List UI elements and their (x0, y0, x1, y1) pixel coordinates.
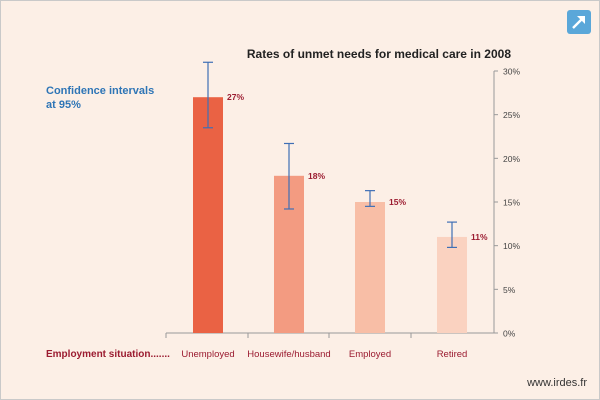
annotation-line: at 95% (46, 99, 81, 111)
data-label: 27% (227, 92, 244, 102)
chart-title: Rates of unmet needs for medical care in… (247, 47, 511, 61)
y-tick-label: 15% (503, 198, 520, 208)
y-tick-label: 10% (503, 241, 520, 251)
data-label: 18% (308, 171, 325, 181)
x-tick-label: Employed (349, 349, 391, 360)
x-axis-label: Employment situation....... (46, 349, 170, 360)
bar (355, 202, 385, 333)
x-tick-label: Housewife/husband (247, 349, 330, 360)
annotation-line: Confidence intervals (46, 85, 154, 97)
bar (437, 236, 467, 333)
y-tick-label: 25% (503, 110, 520, 120)
x-tick-label: Unemployed (181, 349, 234, 360)
x-tick-label: Retired (437, 349, 468, 360)
y-tick-label: 20% (503, 154, 520, 164)
y-tick-label: 5% (503, 285, 516, 295)
data-label: 11% (471, 232, 488, 242)
y-tick-label: 0% (503, 329, 516, 339)
data-label: 15% (389, 197, 406, 207)
expand-arrow-icon[interactable] (567, 10, 591, 34)
y-tick-label: 30% (503, 67, 520, 77)
watermark: www.irdes.fr (527, 377, 587, 389)
bar (193, 97, 223, 333)
